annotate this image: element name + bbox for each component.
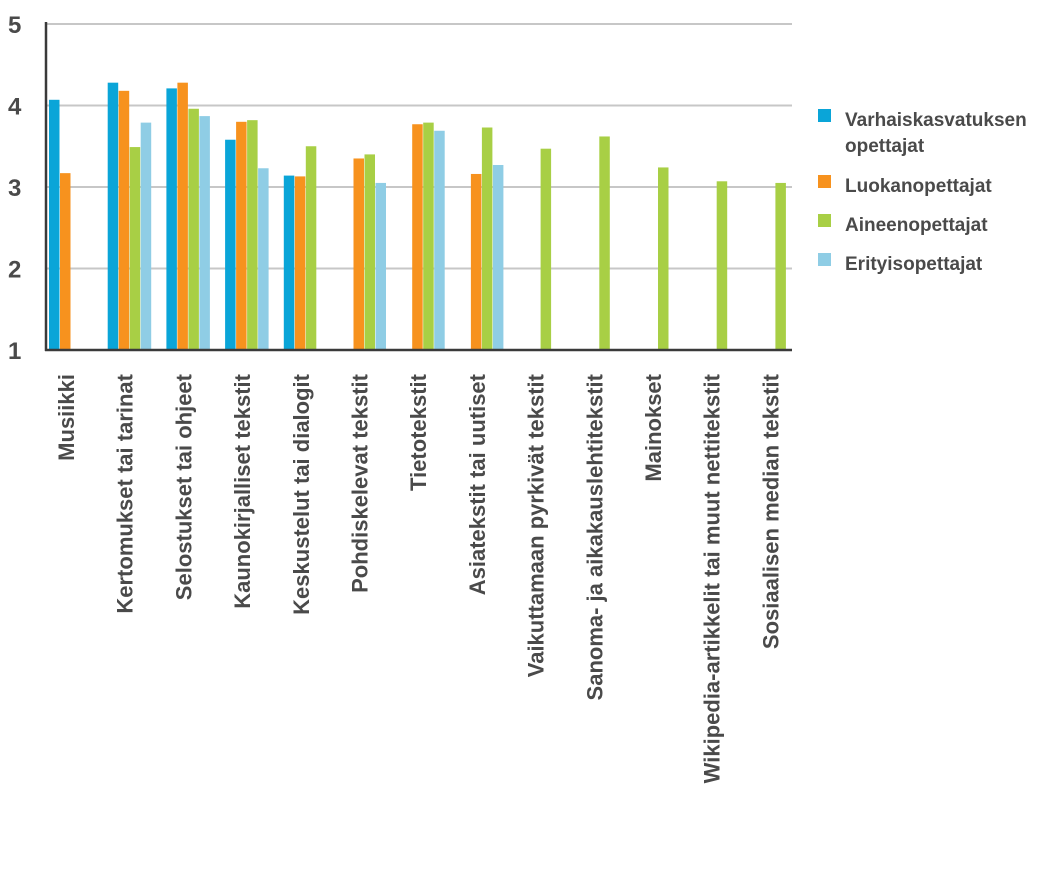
bars: [49, 82, 786, 351]
bar: [353, 158, 364, 350]
bar: [364, 154, 375, 350]
x-category-label: Asiatekstit tai uutiset: [465, 373, 490, 595]
bar: [470, 173, 482, 350]
y-tick-label: 3: [8, 175, 21, 202]
legend-item: Varhaiskasvatuksen opettajat: [818, 109, 1027, 157]
legend-swatch: [818, 109, 831, 122]
bar: [225, 139, 236, 350]
x-category-label: Sanoma- ja aikakauslehtitekstit: [582, 373, 607, 700]
bar: [49, 99, 60, 350]
bar: [716, 181, 728, 350]
bar: [540, 148, 552, 350]
x-category-label: Selostukset tai ohjeet: [171, 373, 196, 600]
y-tick-label: 4: [8, 94, 22, 121]
bar: [305, 146, 317, 350]
x-category-label: Mainokset: [641, 373, 666, 481]
bar: [236, 121, 247, 350]
y-tick-label: 2: [8, 257, 21, 284]
x-category-label: Tietotekstit: [406, 373, 431, 491]
bar: [658, 167, 669, 350]
bar: [375, 182, 386, 350]
legend-label: Aineenopettajat: [845, 215, 988, 236]
legend-label: Luokanopettajat: [845, 176, 992, 197]
bar: [258, 168, 269, 350]
bar: [166, 88, 177, 350]
x-category-label: Kertomukset tai tarinat: [113, 373, 138, 613]
y-tick-label: 1: [8, 338, 21, 365]
y-tick-labels: 1 2 3 4 5: [8, 12, 22, 365]
x-category-label: Pohdiskelevat tekstit: [348, 373, 373, 593]
bar: [118, 90, 130, 350]
axes: [44, 22, 792, 352]
bar: [107, 82, 119, 351]
bar: [247, 120, 258, 350]
bar: [294, 176, 306, 350]
legend-label: Varhaiskasvatuksen: [845, 110, 1027, 131]
legend-label: Erityisopettajat: [845, 254, 983, 275]
x-category-label: Kaunokirjalliset tekstit: [230, 373, 255, 608]
bar: [492, 164, 504, 350]
legend-swatch: [818, 253, 831, 266]
x-category-label: Wikipedia-artikkelit tai muut nettitekst…: [700, 373, 725, 783]
x-category-label: Sosiaalisen median tekstit: [758, 373, 783, 649]
bar: [283, 175, 295, 350]
bar: [423, 122, 434, 351]
legend-swatch: [818, 214, 831, 227]
x-category-label: Keskustelut tai dialogit: [289, 373, 314, 614]
bar: [481, 127, 493, 350]
legend-swatch: [818, 175, 831, 188]
legend-item: Aineenopettajat: [818, 214, 988, 236]
legend-label: opettajat: [845, 136, 925, 157]
bar: [140, 122, 152, 351]
bar: [177, 82, 188, 351]
x-category-label: Vaikuttamaan pyrkivät tekstit: [524, 373, 549, 677]
legend-item: Luokanopettajat: [818, 175, 992, 197]
x-category-label: Musiikki: [54, 374, 79, 461]
legend: Varhaiskasvatuksen opettajat Luokanopettaj…: [818, 109, 1027, 275]
bar: [129, 147, 141, 350]
x-category-labels: Musiikki Kertomukset tai tarinat Selostuks…: [54, 373, 783, 783]
bar: [412, 124, 423, 351]
bar: [434, 130, 445, 350]
bar: [775, 182, 786, 350]
legend-item: Erityisopettajat: [818, 253, 983, 275]
bar: [188, 108, 199, 350]
bar: [199, 116, 210, 350]
bar: [60, 173, 71, 350]
y-tick-label: 5: [8, 12, 21, 39]
bar: [599, 136, 610, 350]
